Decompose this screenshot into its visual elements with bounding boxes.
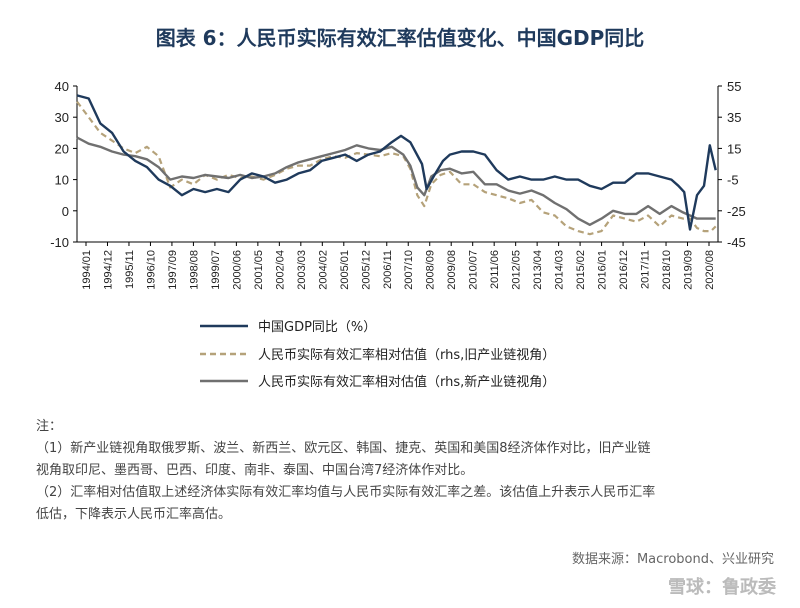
x-tick-label: 1996/10 <box>145 250 157 290</box>
x-tick-label: 1994/01 <box>81 250 93 290</box>
series-line-0 <box>76 94 717 231</box>
data-source: 数据来源：Macrobond、兴业研究 <box>571 552 774 567</box>
notes-line-3: （2）汇率相对估值取上述经济体实际有效汇率均值与人民币实际有效汇率之差。该估值上… <box>36 485 656 500</box>
x-tick-label: 2005/01 <box>339 250 351 290</box>
x-tick-label: 2014/03 <box>554 250 566 290</box>
notes-heading: 注： <box>36 419 63 434</box>
x-tick-label: 2010/07 <box>468 250 480 290</box>
legend-label-0: 中国GDP同比（%） <box>258 320 376 335</box>
chart-title: 图表 6：人民币实际有效汇率估值变化、中国GDP同比 <box>155 26 645 50</box>
right-axis-ticks: 55 35 15 -5 -25 -45 <box>718 79 746 250</box>
x-tick-label: 2013/04 <box>532 250 544 290</box>
x-tick-label: 1999/07 <box>210 250 222 290</box>
x-tick-label: 2009/08 <box>446 250 458 290</box>
watermark: 雪球：鲁政委 <box>668 577 776 598</box>
right-tick-label: -45 <box>727 235 746 250</box>
right-tick-label: 15 <box>727 141 741 156</box>
notes-line-1: （1）新产业链视角取俄罗斯、波兰、新西兰、欧元区、韩国、捷克、英国和美国8经济体… <box>36 441 651 456</box>
x-tick-label: 2019/09 <box>683 250 695 290</box>
x-tick-label: 2016/01 <box>597 250 609 290</box>
x-tick-label: 2020/08 <box>704 250 716 290</box>
right-tick-label: 35 <box>727 110 741 125</box>
right-tick-label: -5 <box>727 173 739 188</box>
series-line-2 <box>76 136 716 227</box>
left-tick-label: 40 <box>55 79 69 94</box>
left-tick-label: 30 <box>55 110 69 125</box>
x-tick-label: 1995/11 <box>124 250 136 289</box>
left-axis-ticks: 40 30 20 10 0 -10 <box>50 79 77 250</box>
x-tick-label: 2016/12 <box>618 250 630 290</box>
x-tick-label: 2002/04 <box>274 250 286 290</box>
x-tick-label: 2006/11 <box>382 250 394 289</box>
x-tick-label: 2003/03 <box>296 250 308 290</box>
series-lines <box>76 94 717 236</box>
right-tick-label: 55 <box>727 79 741 94</box>
legend-label-2: 人民币实际有效汇率相对估值（rhs,新产业链视角） <box>258 374 555 390</box>
x-tick-label: 2012/05 <box>511 250 523 290</box>
x-tick-label: 2008/09 <box>425 250 437 290</box>
right-tick-label: -25 <box>727 204 746 219</box>
x-tick-label: 2005/12 <box>360 250 372 290</box>
x-tick-label: 1998/08 <box>188 250 200 290</box>
series-line-1 <box>76 100 717 236</box>
x-tick-label: 2011/06 <box>489 250 501 289</box>
left-tick-label: 20 <box>55 141 69 156</box>
left-tick-label: -10 <box>50 235 69 250</box>
x-tick-label: 2015/02 <box>575 250 587 290</box>
x-tick-label: 2001/05 <box>253 250 265 290</box>
notes: 注： （1）新产业链视角取俄罗斯、波兰、新西兰、欧元区、韩国、捷克、英国和美国8… <box>36 416 776 526</box>
notes-line-2: 视角取印尼、墨西哥、巴西、印度、南非、泰国、中国台湾7经济体作对比。 <box>36 463 474 478</box>
x-tick-label: 2004/02 <box>317 250 329 290</box>
x-tick-label: 2017/11 <box>640 250 652 289</box>
legend-label-1: 人民币实际有效汇率相对估值（rhs,旧产业链视角） <box>258 347 555 363</box>
x-tick-label: 2018/10 <box>661 250 673 290</box>
axes <box>76 86 719 243</box>
x-tick-label: 2000/06 <box>231 250 243 290</box>
x-tick-label: 2007/10 <box>403 250 415 290</box>
x-axis-ticks: 1994/01 1994/12 1995/11 1996/10 1997/09 1998/… <box>81 242 716 290</box>
x-tick-label: 1994/12 <box>102 250 114 290</box>
left-tick-label: 10 <box>55 173 69 188</box>
notes-line-4: 低估，下降表示人民币汇率高估。 <box>36 507 232 522</box>
left-tick-label: 0 <box>62 204 69 219</box>
legend: 中国GDP同比（%） 人民币实际有效汇率相对估值（rhs,旧产业链视角） 人民币实际… <box>200 320 555 390</box>
x-tick-label: 1997/09 <box>167 250 179 290</box>
